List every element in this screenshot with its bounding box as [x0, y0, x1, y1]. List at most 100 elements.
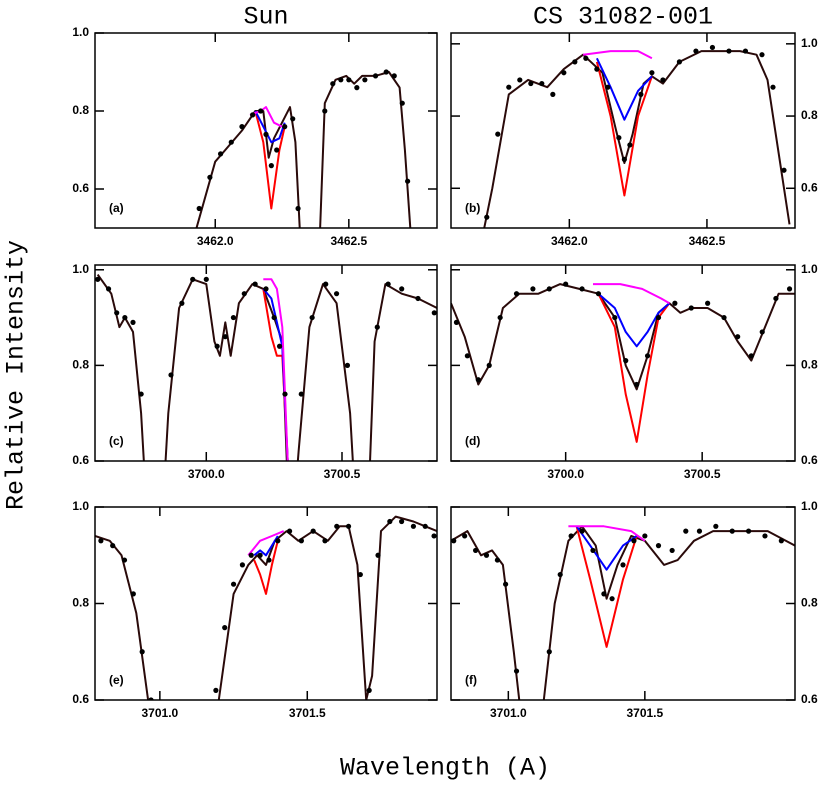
observed-point	[781, 167, 787, 173]
observed-point	[230, 314, 237, 321]
observed-point	[561, 70, 567, 76]
plot-area	[451, 281, 795, 443]
observed-point	[344, 362, 351, 368]
x-tick-label: 3701.0	[490, 706, 527, 720]
observed-point	[214, 343, 220, 349]
observed-point	[333, 291, 340, 297]
observed-point	[282, 124, 288, 130]
synthetic-spectrum	[247, 530, 285, 556]
observed-point	[616, 135, 622, 141]
observed-point	[295, 205, 301, 212]
synthetic-spectrum	[568, 525, 646, 542]
observed-point	[330, 81, 336, 87]
panel: 3700.0 3700.5 0.6 0.8 1.0 (c)	[72, 262, 438, 481]
synthetic-spectrum	[593, 283, 670, 305]
observed-point	[451, 538, 457, 544]
observed-point	[503, 581, 509, 587]
observed-point	[464, 353, 470, 359]
synthetic-spectrum	[95, 515, 437, 700]
x-tick-label: 3462.5	[330, 234, 367, 248]
observed-point	[644, 353, 651, 359]
observed-point	[338, 77, 344, 83]
observed-point	[568, 533, 574, 539]
observed-point	[612, 314, 618, 321]
observed-point	[579, 286, 585, 292]
panel: 3701.0 3701.5 0.6 0.8 1.0 (e)	[72, 499, 438, 720]
observed-point	[713, 523, 719, 529]
observed-point	[773, 295, 779, 302]
y-tick-label: 0.8	[72, 358, 89, 372]
observed-point	[709, 44, 716, 51]
observed-point	[627, 142, 633, 148]
observed-point	[110, 543, 116, 549]
observed-point	[268, 163, 274, 169]
y-tick-label: 0.8	[801, 596, 818, 610]
observed-point	[271, 314, 277, 321]
observed-point	[609, 596, 615, 602]
observed-point	[372, 73, 379, 79]
observed-point	[642, 533, 648, 539]
y-tick-label: 1.0	[801, 262, 818, 276]
observed-point	[486, 362, 492, 368]
observed-point	[276, 343, 283, 349]
observed-point	[484, 214, 490, 220]
observed-point	[649, 70, 655, 76]
observed-point	[579, 528, 585, 534]
y-tick-label: 0.8	[72, 596, 89, 610]
observed-point	[138, 391, 144, 397]
observed-point	[298, 538, 304, 544]
plot-area	[451, 523, 795, 700]
observed-point	[122, 314, 128, 321]
observed-point	[735, 334, 741, 340]
observed-point	[601, 591, 607, 597]
synthetic-spectrum	[253, 540, 279, 595]
observed-point	[375, 552, 381, 558]
panel-frame	[94, 32, 438, 229]
observed-point	[431, 310, 437, 316]
observed-point	[721, 314, 727, 321]
observed-point	[762, 533, 768, 539]
observed-point	[286, 528, 293, 534]
observed-point	[257, 552, 263, 558]
observed-point	[513, 291, 520, 297]
observed-point	[258, 108, 264, 114]
observed-point	[530, 286, 536, 292]
synthetic-spectrum	[249, 106, 283, 128]
observed-point	[590, 547, 596, 554]
plot-area	[195, 69, 412, 228]
y-tick-label: 0.6	[72, 453, 89, 467]
observed-point	[248, 552, 254, 558]
observed-point	[274, 147, 280, 153]
observed-point	[623, 358, 629, 364]
observed-point	[696, 528, 703, 534]
observed-point	[354, 85, 360, 91]
observed-point	[415, 295, 421, 302]
y-tick-label: 0.6	[801, 453, 818, 467]
y-tick-label: 1.0	[72, 25, 89, 39]
observed-point	[748, 353, 754, 359]
observed-point	[95, 276, 101, 282]
x-tick-label: 3700.0	[188, 467, 225, 481]
synthetic-spectrum	[254, 110, 286, 144]
observed-point	[669, 547, 675, 554]
column-title: Sun	[243, 3, 288, 32]
y-tick-label: 0.6	[72, 181, 89, 195]
observed-point	[729, 528, 735, 534]
observed-point	[179, 300, 185, 306]
y-tick-label: 1.0	[72, 499, 89, 513]
y-tick-label: 1.0	[801, 36, 818, 50]
observed-point	[557, 571, 563, 578]
x-axis-label: Wavelength (A)	[340, 754, 550, 783]
observed-point	[387, 518, 393, 525]
observed-point	[688, 305, 694, 311]
x-tick-label: 3701.0	[142, 706, 179, 720]
observed-point	[683, 528, 689, 534]
y-tick-label: 0.6	[801, 692, 818, 706]
observed-point	[546, 649, 552, 655]
observed-point	[539, 80, 545, 87]
synthetic-spectrum	[253, 535, 279, 557]
observed-point	[431, 533, 437, 539]
observed-point	[168, 372, 174, 378]
observed-point	[620, 562, 626, 568]
observed-point	[759, 329, 765, 335]
